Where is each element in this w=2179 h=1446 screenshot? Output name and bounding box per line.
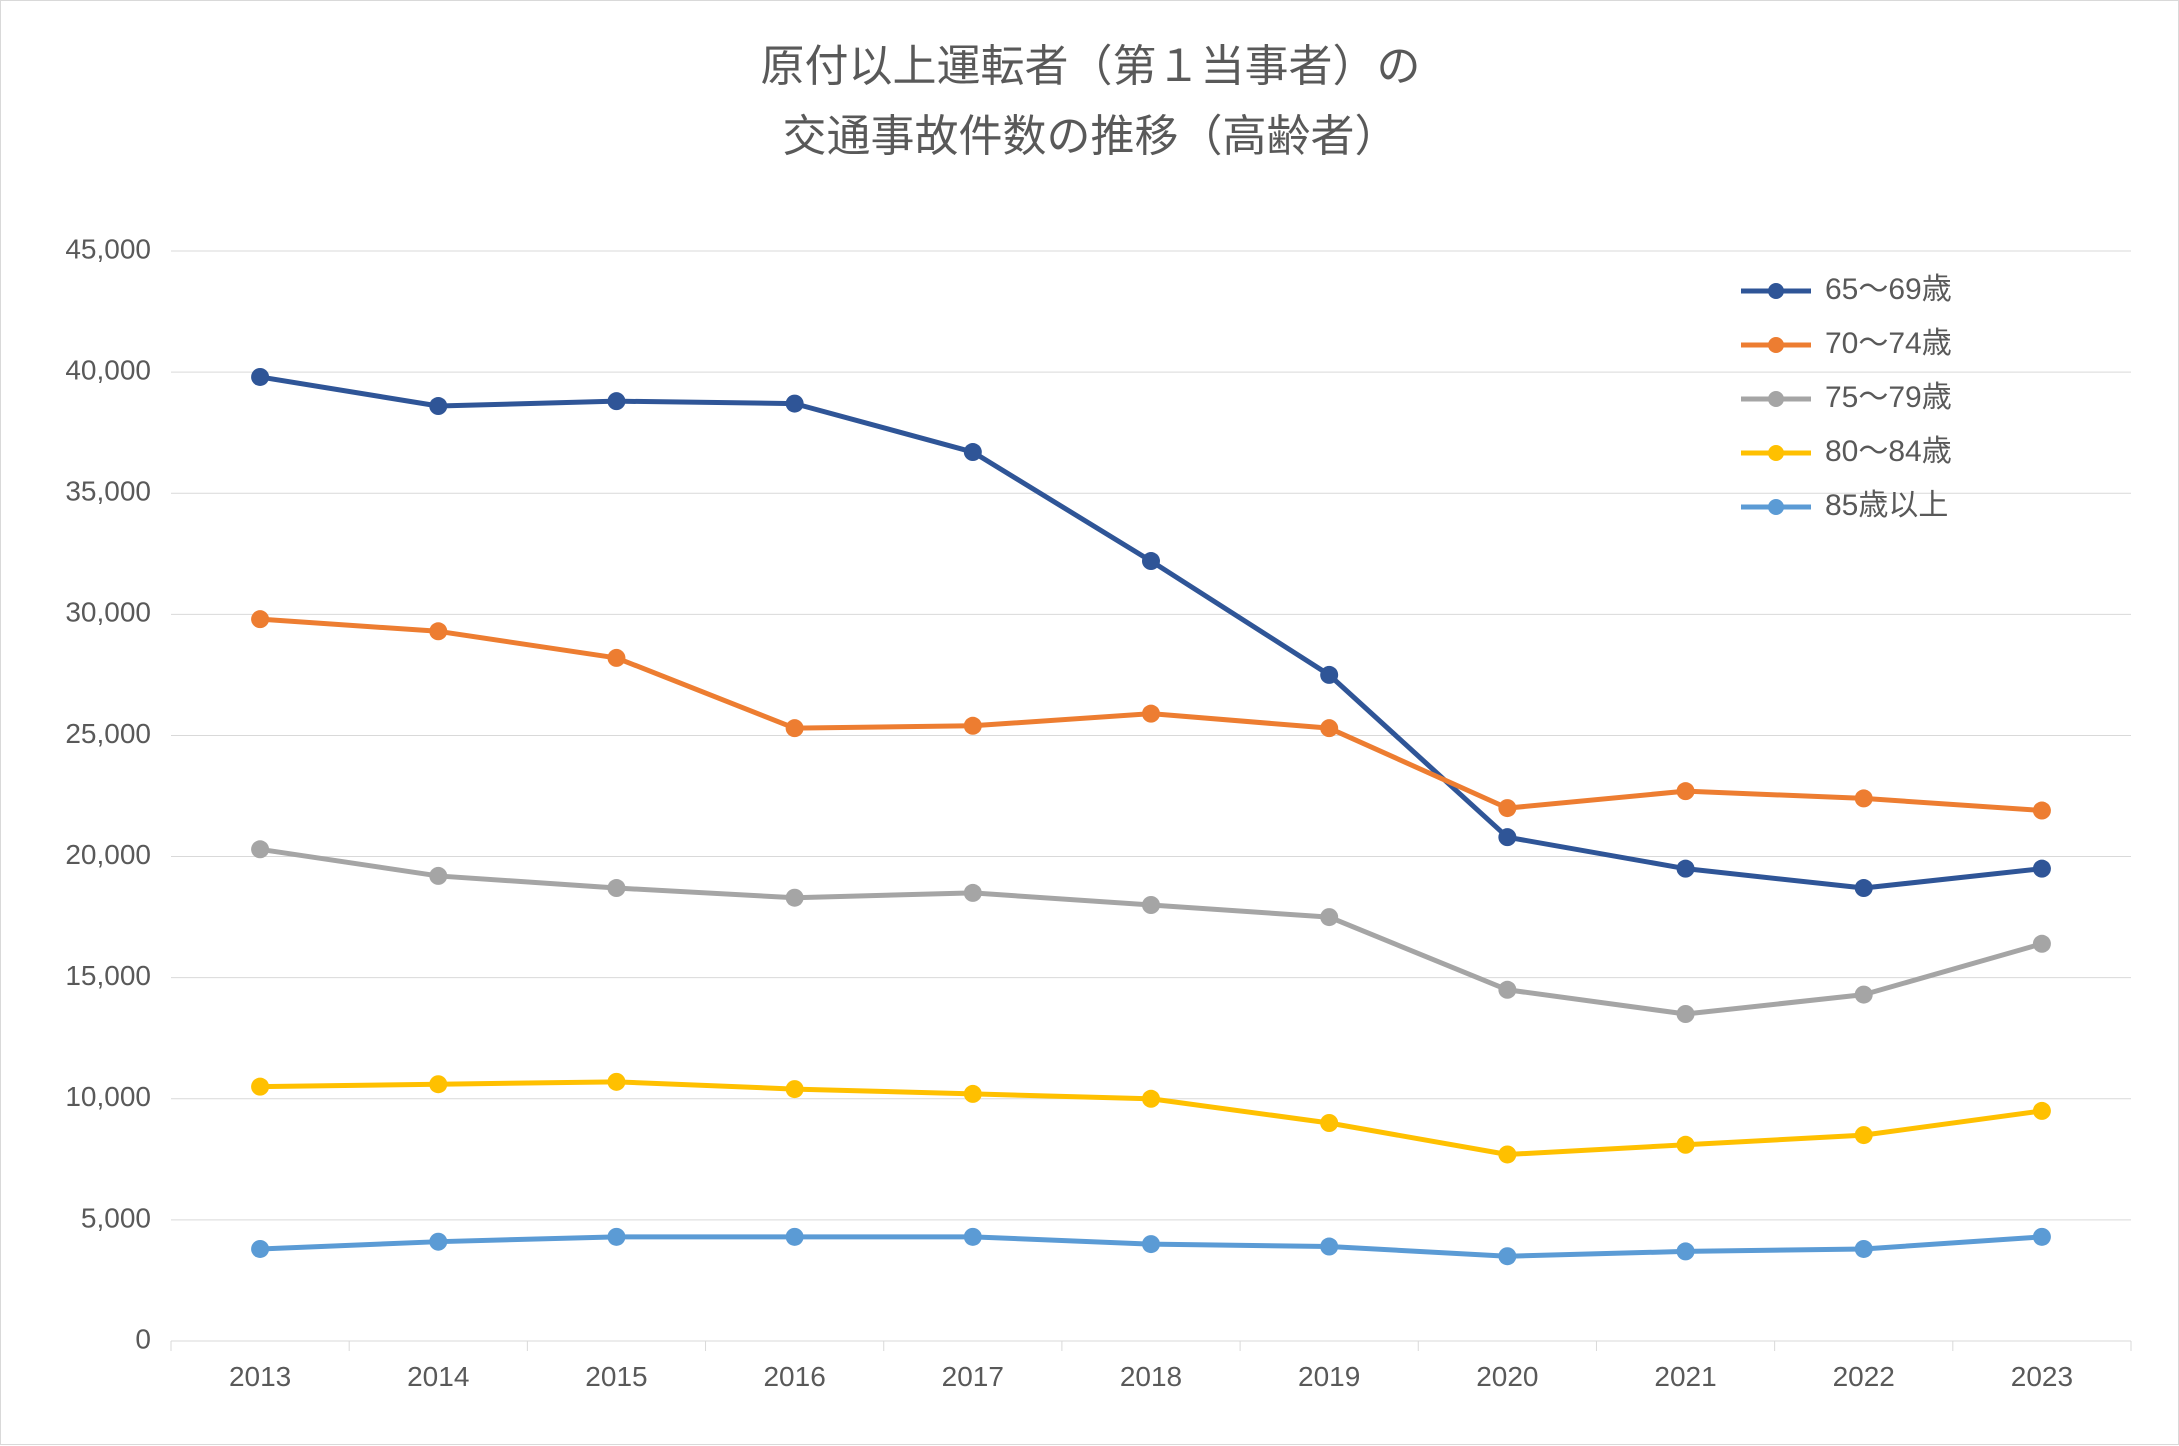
- series-marker: [1142, 1090, 1160, 1108]
- x-tick-label: 2017: [942, 1361, 1004, 1392]
- series-marker: [964, 717, 982, 735]
- x-tick-label: 2015: [585, 1361, 647, 1392]
- series-marker: [1320, 908, 1338, 926]
- legend-label: 75〜79歳: [1825, 381, 1952, 414]
- legend-marker: [1768, 499, 1784, 515]
- series-marker: [1320, 1114, 1338, 1132]
- series-marker: [964, 1228, 982, 1246]
- x-tick-label: 2019: [1298, 1361, 1360, 1392]
- series-marker: [786, 1228, 804, 1246]
- series-marker: [1677, 1005, 1695, 1023]
- series-marker: [1498, 1247, 1516, 1265]
- y-tick-label: 0: [135, 1323, 151, 1354]
- y-tick-label: 5,000: [81, 1202, 151, 1233]
- x-tick-label: 2016: [763, 1361, 825, 1392]
- series-marker: [2033, 860, 2051, 878]
- series-marker: [1320, 719, 1338, 737]
- legend-label: 65〜69歳: [1825, 273, 1952, 306]
- series-marker: [786, 1080, 804, 1098]
- series-marker: [1677, 860, 1695, 878]
- legend-marker: [1768, 445, 1784, 461]
- y-tick-label: 40,000: [65, 355, 151, 386]
- legend-marker: [1768, 283, 1784, 299]
- series-marker: [251, 368, 269, 386]
- series-marker: [1498, 1145, 1516, 1163]
- series-marker: [251, 840, 269, 858]
- x-tick-label: 2020: [1476, 1361, 1538, 1392]
- y-tick-label: 15,000: [65, 960, 151, 991]
- legend-label: 70〜74歳: [1825, 327, 1952, 360]
- series-marker: [1855, 879, 1873, 897]
- series-marker: [1498, 799, 1516, 817]
- legend-marker: [1768, 337, 1784, 353]
- x-tick-label: 2018: [1120, 1361, 1182, 1392]
- y-tick-label: 25,000: [65, 718, 151, 749]
- series-marker: [607, 392, 625, 410]
- x-tick-label: 2021: [1654, 1361, 1716, 1392]
- series-marker: [251, 1078, 269, 1096]
- legend-label: 85歳以上: [1825, 489, 1948, 522]
- series-marker: [1142, 552, 1160, 570]
- series-marker: [786, 889, 804, 907]
- series-marker: [607, 879, 625, 897]
- legend-label: 80〜84歳: [1825, 435, 1952, 468]
- x-tick-label: 2013: [229, 1361, 291, 1392]
- series-marker: [1320, 666, 1338, 684]
- series-marker: [786, 395, 804, 413]
- y-tick-label: 20,000: [65, 839, 151, 870]
- series-marker: [1677, 1242, 1695, 1260]
- series-marker: [1677, 1136, 1695, 1154]
- series-marker: [1320, 1238, 1338, 1256]
- y-tick-label: 45,000: [65, 233, 151, 264]
- y-tick-label: 30,000: [65, 597, 151, 628]
- y-tick-label: 35,000: [65, 476, 151, 507]
- series-marker: [1855, 789, 1873, 807]
- series-marker: [429, 1075, 447, 1093]
- x-tick-label: 2014: [407, 1361, 469, 1392]
- series-marker: [1142, 896, 1160, 914]
- series-marker: [1677, 782, 1695, 800]
- x-tick-label: 2023: [2011, 1361, 2073, 1392]
- series-marker: [2033, 1102, 2051, 1120]
- chart-title-line2: 交通事故件数の推移（高齢者）: [783, 112, 1399, 161]
- chart-title-line1: 原付以上運転者（第１当事者）の: [761, 42, 1421, 91]
- series-marker: [1142, 1235, 1160, 1253]
- series-marker: [607, 1073, 625, 1091]
- series-marker: [251, 1240, 269, 1258]
- series-marker: [429, 1233, 447, 1251]
- series-line: [260, 849, 2042, 1014]
- chart-frame: 0 5,000 10,000 15,000 20,000 25,000 30,000 35,0…: [0, 0, 2179, 1445]
- series-marker: [1498, 981, 1516, 999]
- series-marker: [2033, 1228, 2051, 1246]
- series-marker: [1855, 986, 1873, 1004]
- series-marker: [964, 443, 982, 461]
- y-tick-label: 10,000: [65, 1081, 151, 1112]
- series-marker: [964, 1085, 982, 1103]
- x-tick-label: 2022: [1833, 1361, 1895, 1392]
- legend-marker: [1768, 391, 1784, 407]
- series-marker: [251, 610, 269, 628]
- series-marker: [1142, 705, 1160, 723]
- series-marker: [607, 649, 625, 667]
- series-marker: [1855, 1240, 1873, 1258]
- series-marker: [429, 397, 447, 415]
- series-marker: [429, 622, 447, 640]
- series-marker: [964, 884, 982, 902]
- series-marker: [429, 867, 447, 885]
- series-marker: [1498, 828, 1516, 846]
- series-marker: [786, 719, 804, 737]
- series-marker: [2033, 935, 2051, 953]
- series-marker: [607, 1228, 625, 1246]
- series-marker: [1855, 1126, 1873, 1144]
- series-marker: [2033, 802, 2051, 820]
